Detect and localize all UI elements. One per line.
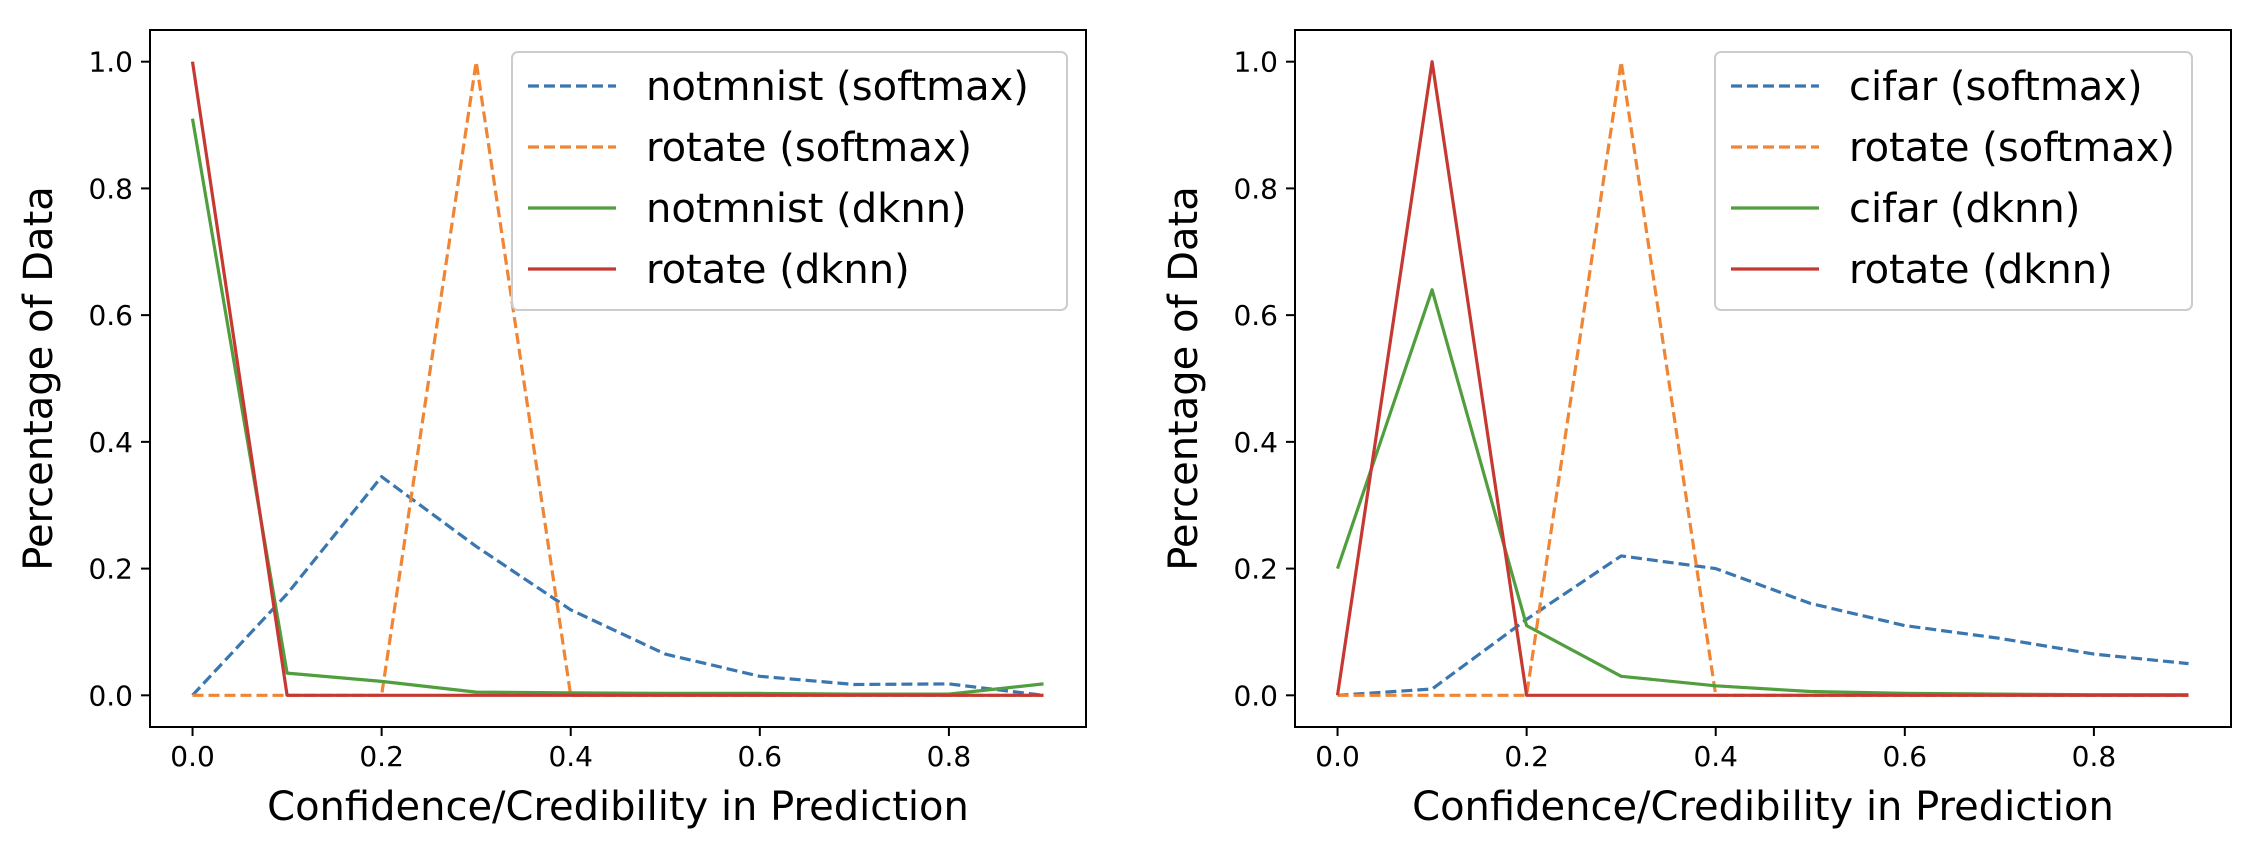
series-line-1 [1337,554,2189,697]
series-line-1 [191,475,1044,697]
legend-label: rotate (softmax) [646,125,972,171]
x-tick-label: 0.2 [1504,740,1549,773]
series-line-3 [1335,288,2189,697]
legend-label: notmnist (dknn) [646,186,967,232]
y-tick-label: 0.8 [88,172,133,205]
y-axis-label: Percentage of Data [16,186,62,571]
y-tick-label: 0.4 [88,426,133,459]
plot-frame [149,29,1087,728]
x-tick-label: 0.4 [548,740,593,773]
legend-label: notmnist (softmax) [646,64,1029,110]
x-tick-label: 0.0 [170,740,215,773]
x-tick-label: 0.8 [927,740,972,773]
legend-label: rotate (dknn) [646,247,910,293]
y-tick-label: 0.0 [88,679,133,712]
x-tick-label: 0.8 [2072,740,2117,773]
left-chart-panel: 0.0 0.2 0.4 0.6 0.8 0.0 0.2 0.4 0.6 0.8 1.0 Confide… [16,29,1087,830]
y-tick-label: 0.6 [88,299,133,332]
y-tick-label: 0.6 [1233,299,1278,332]
y-tick-label: 0.8 [1233,172,1278,205]
legend-label: rotate (dknn) [1849,247,2113,293]
y-axis-label: Percentage of Data [1161,186,1207,571]
y-tick-label: 0.4 [1233,426,1278,459]
x-tick-label: 0.6 [738,740,783,773]
legend-label: cifar (softmax) [1849,64,2143,110]
y-tick-label: 1.0 [88,46,133,79]
x-axis-label: Confidence/Credibility in Prediction [267,784,969,830]
y-tick-label: 1.0 [1233,46,1278,79]
y-tick-label: 0.2 [88,553,133,586]
plot-frame [1294,29,2232,728]
legend: notmnist (softmax) rotate (softmax) notmni… [511,51,1068,311]
y-tick-label: 0.2 [1233,553,1278,586]
legend-box [511,51,1068,311]
x-tick-label: 0.2 [359,740,404,773]
x-tick-label: 0.4 [1693,740,1738,773]
series-line-4 [1335,60,2189,697]
right-chart-panel: 0.0 0.2 0.4 0.6 0.8 0.0 0.2 0.4 0.6 0.8 1.0 Confide… [1161,29,2232,830]
x-axis-label: Confidence/Credibility in Prediction [1412,784,2114,830]
legend-label: rotate (softmax) [1849,125,2175,171]
x-tick-label: 0.0 [1315,740,1360,773]
legend-label: cifar (dknn) [1849,186,2080,232]
legend: cifar (softmax) rotate (softmax) cifar (dk… [1714,51,2193,311]
x-tick-label: 0.6 [1883,740,1928,773]
legend-box [1714,51,2193,311]
y-tick-label: 0.0 [1233,679,1278,712]
series-line-4 [190,61,1044,697]
